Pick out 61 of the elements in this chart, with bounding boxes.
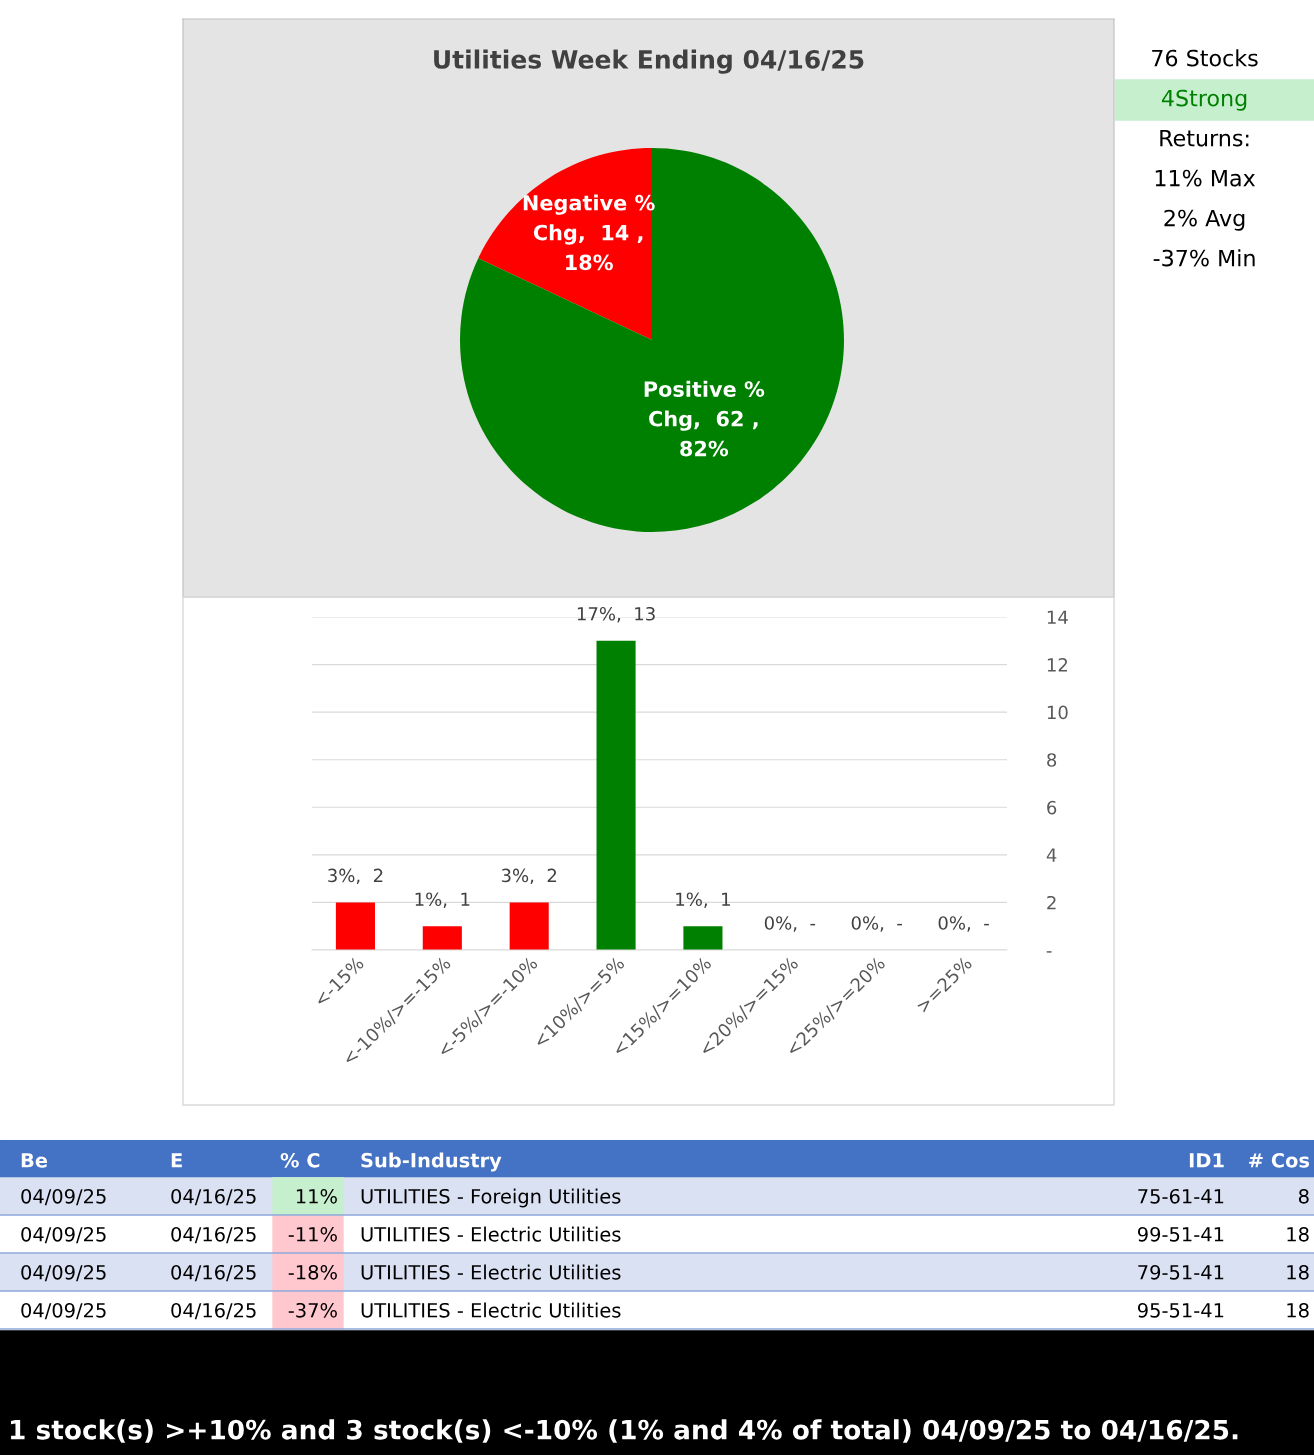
y-tick-label: 6 <box>1047 800 1057 815</box>
text: 1 stock(s) >+10% and 3 stock(s) <-10% (1% and 4% of total) 04/09/25 to 04/16/25. <box>10 1419 1238 1443</box>
text: 4Strong <box>1161 89 1247 111</box>
bar <box>683 926 723 950</box>
bar <box>509 902 549 950</box>
data-label: 3%, 2 <box>328 868 383 885</box>
text: UTILITIES - Electric Utilities <box>361 1264 621 1280</box>
category-label: Sub-Industry <box>361 1152 502 1172</box>
data-label: 1%, 1 <box>676 892 730 908</box>
data-label: 3%, 2 <box>501 868 557 885</box>
text: 79-51-41 <box>1138 1264 1224 1280</box>
data-label: 1%, 1 <box>415 892 470 908</box>
y-tick-label: 14 <box>1047 610 1068 624</box>
bar <box>596 640 636 950</box>
text: 11% Max <box>1155 169 1256 187</box>
text: 04/09/25 <box>21 1264 106 1282</box>
data-label: 0%, - <box>938 916 989 932</box>
category-label: # Cos <box>1249 1152 1310 1168</box>
text: 18 <box>1287 1264 1309 1280</box>
text: 04/09/25 <box>21 1226 106 1244</box>
y-tick-label: 2 <box>1047 895 1056 910</box>
text: -18% <box>288 1264 337 1280</box>
text: 99-51-41 <box>1137 1226 1224 1242</box>
text: 18 <box>1287 1302 1309 1318</box>
pie-slice <box>460 148 844 532</box>
data-label: Positive % Chg, 62 , 82% <box>644 380 765 457</box>
y-tick-label: 10 <box>1047 705 1068 720</box>
y-tick-label: - <box>1046 951 1052 953</box>
text: -11% <box>288 1226 337 1242</box>
text: 04/16/25 <box>171 1226 256 1244</box>
category-label: E <box>171 1153 182 1168</box>
category-label: % C <box>280 1152 320 1168</box>
text: UTILITIES - Electric Utilities <box>361 1226 621 1242</box>
y-tick-label: 12 <box>1047 658 1068 672</box>
bar <box>335 902 375 950</box>
text: 18 <box>1287 1226 1309 1242</box>
text: UTILITIES - Foreign Utilities <box>361 1188 621 1208</box>
y-tick-label: 8 <box>1047 753 1057 767</box>
data-label: 0%, - <box>851 916 902 932</box>
text: Returns: <box>1160 129 1249 147</box>
text: 04/16/25 <box>171 1264 256 1282</box>
text: 11% <box>296 1188 337 1204</box>
chart-title: Utilities Week Ending 04/16/25 <box>434 49 864 74</box>
text: 8 <box>1298 1188 1309 1204</box>
data-label: 17%, 13 <box>577 606 655 623</box>
category-label: ID1 <box>1189 1153 1224 1168</box>
text: 76 Stocks <box>1152 49 1258 67</box>
data-label: 0%, - <box>764 916 816 932</box>
text: 04/09/25 <box>21 1188 106 1206</box>
text: 75-61-41 <box>1138 1188 1224 1204</box>
text: 2% Avg <box>1164 209 1245 231</box>
text: -37% Min <box>1153 249 1255 267</box>
text: UTILITIES - Electric Utilities <box>361 1302 621 1318</box>
text: 95-51-41 <box>1137 1302 1224 1318</box>
text: 04/16/25 <box>171 1188 256 1206</box>
category-label: Be <box>21 1153 48 1168</box>
text: 04/09/25 <box>21 1302 106 1320</box>
bar <box>422 926 462 950</box>
text: -37% <box>288 1302 337 1318</box>
text: 04/16/25 <box>171 1302 256 1320</box>
y-tick-label: 4 <box>1046 848 1057 862</box>
